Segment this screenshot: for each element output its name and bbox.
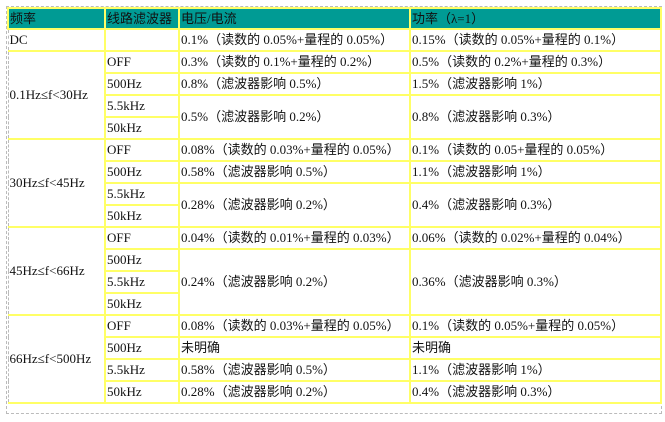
table-row: 500Hz 未明确 未明确 xyxy=(8,336,662,360)
freq-cell: 0.1Hz≤f<30Hz xyxy=(7,50,106,140)
filter-cell: 5.5kHz xyxy=(104,94,180,118)
filter-cell: OFF xyxy=(104,226,180,250)
table-row: 500Hz 0.58%（滤波器影响 0.5%） 1.1%（滤波器影响 1%） xyxy=(8,160,662,184)
filter-cell: OFF xyxy=(104,314,180,338)
filter-cell: 50kHz xyxy=(104,204,180,228)
power-cell: 0.1%（读数的 0.05+量程的 0.05%） xyxy=(409,138,662,162)
filter-cell: 5.5kHz xyxy=(104,358,180,382)
power-cell: 0.4%（滤波器影响 0.3%） xyxy=(409,380,662,404)
power-cell: 0.4%（滤波器影响 0.3%） xyxy=(409,182,662,228)
voltage-current-cell: 0.58%（滤波器影响 0.5%） xyxy=(178,160,411,184)
power-cell: 1.1%（滤波器影响 1%） xyxy=(409,358,662,382)
freq-cell: 30Hz≤f<45Hz xyxy=(7,138,106,228)
filter-cell: OFF xyxy=(104,138,180,162)
filter-cell: OFF xyxy=(104,50,180,74)
power-cell: 0.15%（读数的 0.05%+量程的 0.1%） xyxy=(409,28,662,52)
accuracy-table: 频率 线路滤波器 电压/电流 功率（λ=1） DC 0.1%（读数的 0.05%… xyxy=(7,7,662,404)
voltage-current-cell: 0.5%（滤波器影响 0.2%） xyxy=(178,94,411,140)
power-cell: 0.8%（滤波器影响 0.3%） xyxy=(409,94,662,140)
power-cell: 0.36%（滤波器影响 0.3%） xyxy=(409,248,662,316)
table-row: 5.5kHz xyxy=(8,270,661,294)
filter-cell: 500Hz xyxy=(104,160,180,184)
table-row: 66Hz≤f<500Hz OFF 0.08%（读数的 0.03%+量程的 0.05%… xyxy=(7,314,662,404)
table-row: 30Hz≤f<45Hz OFF 0.08%（读数的 0.03%+量程的 0.05%）… xyxy=(7,138,662,228)
table-row: 0.1Hz≤f<30Hz OFF 0.3%（读数的 0.1%+量程的 0.2%） 0.… xyxy=(7,50,662,140)
power-cell: 未明确 xyxy=(409,336,662,360)
voltage-current-cell: 0.58%（滤波器影响 0.5%） xyxy=(178,358,411,382)
filter-cell: 500Hz xyxy=(104,336,180,360)
filter-cell: 50kHz xyxy=(104,116,180,140)
table-row: 500Hz 0.8%（滤波器影响 0.5%） 1.5%（滤波器影响 1%） xyxy=(8,72,662,96)
header-row: 频率 线路滤波器 电压/电流 功率（λ=1） xyxy=(7,7,662,30)
freq-cell: 66Hz≤f<500Hz xyxy=(7,314,106,404)
filter-cell: 500Hz xyxy=(104,72,180,96)
voltage-current-cell: 未明确 xyxy=(178,336,411,360)
header-voltage-current: 电压/电流 xyxy=(178,7,411,30)
power-cell: 0.1%（读数的 0.05%+量程的 0.05%） xyxy=(409,314,662,338)
filter-cell: 5.5kHz xyxy=(104,270,180,294)
table-row: 5.5kHz 0.58%（滤波器影响 0.5%） 1.1%（滤波器影响 1%） xyxy=(8,358,662,382)
table-row: 500Hz 0.24%（滤波器影响 0.2%） 0.36%（滤波器影响 0.3%） xyxy=(8,248,662,316)
power-cell: 0.06%（读数的 0.02%+量程的 0.04%） xyxy=(409,226,662,250)
voltage-current-cell: 0.08%（读数的 0.03%+量程的 0.05%） xyxy=(178,138,411,162)
table-row: 45Hz≤f<66Hz OFF 0.04%（读数的 0.01%+量程的 0.03%）… xyxy=(7,226,662,316)
header-freq: 频率 xyxy=(7,7,106,30)
voltage-current-cell: 0.28%（滤波器影响 0.2%） xyxy=(178,380,411,404)
table-frame xyxy=(6,6,662,414)
voltage-current-cell: 0.8%（滤波器影响 0.5%） xyxy=(178,72,411,96)
filter-cell: 500Hz xyxy=(104,248,180,272)
filter-cell: 50kHz xyxy=(104,380,180,404)
freq-cell: DC xyxy=(7,28,106,52)
voltage-current-cell: 0.1%（读数的 0.05%+量程的 0.05%） xyxy=(178,28,411,52)
table-row: 50kHz xyxy=(8,292,661,316)
table-row: 50kHz xyxy=(8,204,661,228)
voltage-current-cell: 0.24%（滤波器影响 0.2%） xyxy=(178,248,411,316)
filter-cell: 5.5kHz xyxy=(104,182,180,206)
freq-cell: 45Hz≤f<66Hz xyxy=(7,226,106,316)
table-row: 50kHz 0.28%（滤波器影响 0.2%） 0.4%（滤波器影响 0.3%） xyxy=(8,380,662,404)
header-filter: 线路滤波器 xyxy=(104,7,180,30)
filter-cell xyxy=(104,28,180,52)
table-row: 5.5kHz 0.28%（滤波器影响 0.2%） 0.4%（滤波器影响 0.3%） xyxy=(8,182,662,228)
power-cell: 1.1%（滤波器影响 1%） xyxy=(409,160,662,184)
table-row-dc: DC 0.1%（读数的 0.05%+量程的 0.05%） 0.15%（读数的 0… xyxy=(7,28,662,52)
voltage-current-cell: 0.08%（读数的 0.03%+量程的 0.05%） xyxy=(178,314,411,338)
power-cell: 1.5%（滤波器影响 1%） xyxy=(409,72,662,96)
table-row: 5.5kHz 0.5%（滤波器影响 0.2%） 0.8%（滤波器影响 0.3%） xyxy=(8,94,662,140)
voltage-current-cell: 0.3%（读数的 0.1%+量程的 0.2%） xyxy=(178,50,411,74)
filter-cell: 50kHz xyxy=(104,292,180,316)
table-row: 50kHz xyxy=(8,116,661,140)
header-power: 功率（λ=1） xyxy=(409,7,662,30)
power-cell: 0.5%（读数的 0.2%+量程的 0.3%） xyxy=(409,50,662,74)
voltage-current-cell: 0.28%（滤波器影响 0.2%） xyxy=(178,182,411,228)
voltage-current-cell: 0.04%（读数的 0.01%+量程的 0.03%） xyxy=(178,226,411,250)
